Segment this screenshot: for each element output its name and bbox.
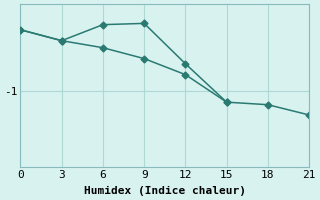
X-axis label: Humidex (Indice chaleur): Humidex (Indice chaleur) [84,186,246,196]
